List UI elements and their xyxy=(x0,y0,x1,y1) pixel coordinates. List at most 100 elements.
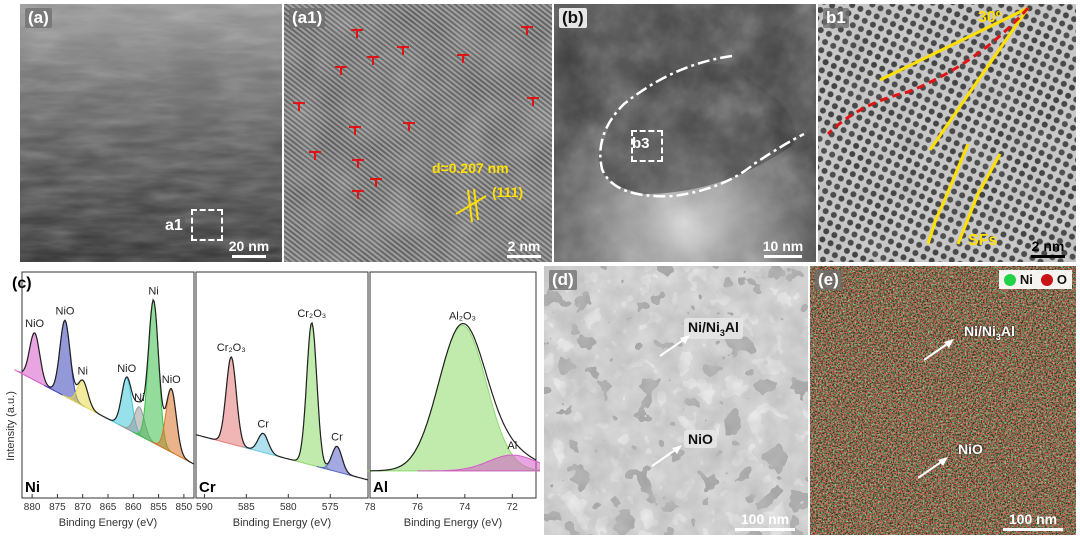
plane-marker-icon xyxy=(455,188,487,223)
peak-label: NiO xyxy=(117,363,136,375)
panel-d-tem: (d) Ni/Ni3Al NiO 100 nm xyxy=(544,266,808,535)
y-axis-label: Intensity (a.u.) xyxy=(5,391,17,461)
dislocation-marker xyxy=(456,49,470,63)
a1-region-box xyxy=(191,209,223,241)
peak-label: Cr xyxy=(331,431,343,443)
scale-bar: 2 nm xyxy=(502,238,546,258)
panel-label: (c) xyxy=(12,275,32,292)
arrow-icon xyxy=(659,335,690,357)
x-tick-label: 76 xyxy=(412,502,424,513)
x-tick-label: 870 xyxy=(74,502,91,513)
b3-region-box xyxy=(631,130,663,162)
scale-bar: 100 nm xyxy=(998,511,1068,531)
element-label: Cr xyxy=(199,479,216,496)
panel-label: (b) xyxy=(559,8,587,28)
panel-a-tem: (a) a1 20 nm xyxy=(20,4,282,262)
peak-label: NiO xyxy=(56,305,75,317)
peak-label: Ni xyxy=(78,365,88,377)
b3-box-label: b3 xyxy=(632,135,650,152)
legend-ni-swatch xyxy=(1003,273,1016,286)
element-label: Ni xyxy=(25,479,40,496)
peak-label: Cr₂O₃ xyxy=(297,308,326,320)
phase-label-nio: NiO xyxy=(684,430,717,448)
dislocation-marker xyxy=(292,97,306,111)
panel-label: b1 xyxy=(823,8,849,28)
dislocation-marker xyxy=(334,61,348,75)
a1-box-label: a1 xyxy=(163,217,185,235)
x-tick-label: 860 xyxy=(125,502,142,513)
peak-label: NiO xyxy=(25,318,44,330)
dislocation-marker xyxy=(366,51,380,65)
plane-index-label: (111) xyxy=(492,184,524,200)
lattice-image-b1 xyxy=(818,4,1076,262)
x-tick-label: 865 xyxy=(100,502,117,513)
peak-label: NiO xyxy=(162,374,181,386)
x-tick-label: 855 xyxy=(150,502,167,513)
panel-c-xps: NiO NiO Ni NiO Ni Ni NiO 880 875 870 865 860 855 850 B… xyxy=(0,266,540,539)
peak-label: Ni xyxy=(134,392,144,404)
x-tick-label: 850 xyxy=(176,502,193,513)
x-axis-label: Binding Energy (eV) xyxy=(59,517,157,529)
x-tick-label: 72 xyxy=(507,502,519,513)
plot-frame xyxy=(195,271,369,499)
panel-label: (d) xyxy=(549,270,577,290)
dislocation-marker xyxy=(308,146,322,160)
peak-ni-0 xyxy=(14,332,56,392)
legend-o-label: O xyxy=(1056,272,1067,287)
element-label: Al xyxy=(373,479,388,496)
panel-a1-hrtem: (a1) d=0.207 nm (111) 2 nm xyxy=(284,4,552,262)
scale-bar: 20 nm xyxy=(224,238,274,258)
tem-image-d xyxy=(544,266,808,535)
dislocation-marker xyxy=(369,173,383,187)
phase-label-ni3al: Ni/Ni3Al xyxy=(964,323,1015,342)
dislocation-marker xyxy=(351,185,365,199)
peak-label: Cr xyxy=(257,418,269,430)
x-tick-label: 74 xyxy=(459,502,471,513)
lattice-image-a1 xyxy=(284,4,552,262)
arrow-icon xyxy=(923,339,954,361)
xps-spectra-chart: NiO NiO Ni NiO Ni Ni NiO 880 875 870 865 860 855 850 B… xyxy=(5,271,540,529)
peak-al-1 xyxy=(417,454,540,472)
x-tick-label: 590 xyxy=(196,502,213,513)
peak-cr-1 xyxy=(242,432,284,459)
peak-cr-0 xyxy=(210,356,252,450)
x-axis-label: Binding Energy (eV) xyxy=(404,517,502,529)
panel-label: (a1) xyxy=(289,8,326,28)
x-tick-label: 880 xyxy=(24,502,41,513)
dislocation-marker xyxy=(350,24,364,38)
tem-image-a xyxy=(20,4,282,262)
d-spacing-label: d=0.207 nm xyxy=(432,160,509,176)
envelope-line xyxy=(370,323,537,472)
peak-label: Cr₂O₃ xyxy=(217,342,246,354)
element-legend: Ni O xyxy=(998,270,1072,289)
plot-frame xyxy=(369,271,537,499)
angle-label: 30º xyxy=(978,9,1002,26)
scale-bar: 2 nm xyxy=(1026,238,1070,258)
dislocation-marker xyxy=(396,41,410,55)
panel-label: (a) xyxy=(25,8,52,28)
dislocation-marker xyxy=(520,21,534,35)
panel-label: (e) xyxy=(815,270,842,290)
phase-label-ni3al: Ni/Ni3Al xyxy=(684,318,743,339)
peak-label: Ni xyxy=(148,285,158,297)
dislocation-marker xyxy=(348,121,362,135)
dislocation-marker xyxy=(351,154,365,168)
panel-e-eds-map: (e) Ni O Ni/Ni3Al NiO 100 nm xyxy=(810,266,1076,535)
x-tick-label: 585 xyxy=(238,502,255,513)
phase-label-nio: NiO xyxy=(958,441,983,457)
x-tick-label: 580 xyxy=(280,502,297,513)
envelope-line xyxy=(21,298,195,465)
peak-label: Al xyxy=(507,440,517,452)
stacking-faults-label: SFs xyxy=(968,232,998,249)
peak-cr-2 xyxy=(291,322,333,472)
tem-image-b xyxy=(554,4,816,262)
arrow-icon xyxy=(917,457,948,479)
x-tick-label: 575 xyxy=(322,502,339,513)
x-tick-label: 875 xyxy=(49,502,66,513)
panel-b1-hrtem: b1 30º SFs 2 nm xyxy=(818,4,1076,262)
scale-bar: 100 nm xyxy=(730,511,800,531)
legend-o-swatch xyxy=(1040,273,1053,286)
dislocation-marker xyxy=(526,92,540,106)
eds-map-e xyxy=(810,266,1076,535)
x-axis-label: Binding Energy (eV) xyxy=(233,517,331,529)
